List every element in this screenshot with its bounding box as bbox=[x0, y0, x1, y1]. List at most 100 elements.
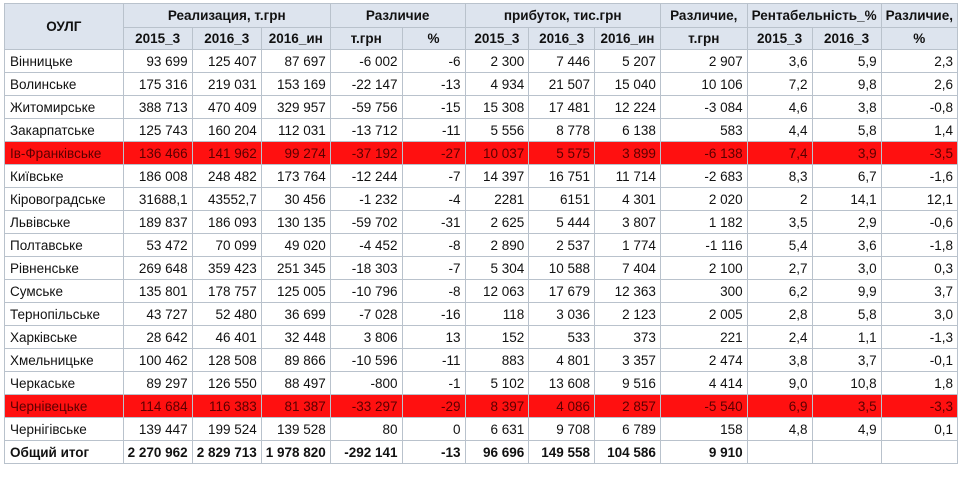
subheader-cell: 2015_3 bbox=[122, 27, 193, 50]
value-cell: 8,3 bbox=[746, 164, 813, 188]
value-cell: 3,5 bbox=[811, 394, 882, 418]
region-name-cell: Тернопільське bbox=[4, 302, 124, 326]
value-cell: -13 bbox=[401, 72, 466, 96]
value-cell: 2 300 bbox=[464, 49, 530, 73]
value-cell: 4 414 bbox=[659, 371, 748, 395]
value-cell: 388 713 bbox=[122, 95, 193, 119]
value-cell: 87 697 bbox=[260, 49, 331, 73]
value-cell: 118 bbox=[464, 302, 530, 326]
value-cell: 135 801 bbox=[122, 279, 193, 303]
value-cell: 4,4 bbox=[746, 118, 813, 142]
value-cell: 4 086 bbox=[528, 394, 596, 418]
value-cell: -59 756 bbox=[329, 95, 403, 119]
value-cell: 100 462 bbox=[122, 348, 193, 372]
value-cell: 883 bbox=[464, 348, 530, 372]
value-cell: 248 482 bbox=[191, 164, 262, 188]
value-cell: -59 702 bbox=[329, 210, 403, 234]
value-cell: 175 316 bbox=[122, 72, 193, 96]
value-cell: -18 303 bbox=[329, 256, 403, 280]
table-row: Волинське 175 316 219 031 153 169 -22 147 -13… bbox=[4, 72, 958, 96]
value-cell: 80 bbox=[329, 417, 403, 441]
value-cell: 9 708 bbox=[528, 417, 596, 441]
value-cell: 10 588 bbox=[528, 256, 596, 280]
value-cell: -8 bbox=[401, 233, 466, 257]
value-cell: -5 540 bbox=[659, 394, 748, 418]
value-cell: -3 084 bbox=[659, 95, 748, 119]
value-cell: -10 796 bbox=[329, 279, 403, 303]
value-cell: -0,6 bbox=[880, 210, 958, 234]
value-cell: 5 556 bbox=[464, 118, 530, 142]
value-cell: 186 008 bbox=[122, 164, 193, 188]
region-name-cell: Харківське bbox=[4, 325, 124, 349]
value-cell: 89 297 bbox=[122, 371, 193, 395]
value-cell: 5,8 bbox=[811, 118, 882, 142]
value-cell: 12 363 bbox=[594, 279, 661, 303]
value-cell: -31 bbox=[401, 210, 466, 234]
subheader-cell: 2016_3 bbox=[528, 27, 596, 50]
value-cell bbox=[811, 440, 882, 464]
value-cell: 300 bbox=[659, 279, 748, 303]
value-cell: 1,1 bbox=[811, 325, 882, 349]
value-cell: 2 829 713 bbox=[191, 440, 262, 464]
value-cell: 219 031 bbox=[191, 72, 262, 96]
value-cell: 5 304 bbox=[464, 256, 530, 280]
value-cell: -33 297 bbox=[329, 394, 403, 418]
value-cell: 178 757 bbox=[191, 279, 262, 303]
subheader-cell: 2016_ин bbox=[260, 27, 331, 50]
value-cell: 5,8 bbox=[811, 302, 882, 326]
value-cell: 373 bbox=[594, 325, 661, 349]
table-row: Чернігівське 139 447 199 524 139 528 80 0 6 63… bbox=[4, 417, 958, 441]
value-cell: -8 bbox=[401, 279, 466, 303]
value-cell: 4,8 bbox=[746, 417, 813, 441]
value-cell: 9 516 bbox=[594, 371, 661, 395]
value-cell: 30 456 bbox=[260, 187, 331, 211]
value-cell: 7,2 bbox=[746, 72, 813, 96]
value-cell: 139 528 bbox=[260, 417, 331, 441]
value-cell: 114 684 bbox=[122, 394, 193, 418]
table-row: Житомирське 388 713 470 409 329 957 -59 756-… bbox=[4, 95, 958, 119]
value-cell: -12 244 bbox=[329, 164, 403, 188]
value-cell: -2 683 bbox=[659, 164, 748, 188]
value-cell: 2 907 bbox=[659, 49, 748, 73]
value-cell: 3,6 bbox=[746, 49, 813, 73]
value-cell bbox=[746, 440, 813, 464]
value-cell: 189 837 bbox=[122, 210, 193, 234]
value-cell: 5 207 bbox=[594, 49, 661, 73]
value-cell: 1,8 bbox=[880, 371, 958, 395]
subheader-cell: 2016_3 bbox=[191, 27, 262, 50]
table-row: Харківське 28 642 46 401 32 448 3 806 13 152 53… bbox=[4, 325, 958, 349]
value-cell: 6,7 bbox=[811, 164, 882, 188]
subheader-cell: т.грн bbox=[329, 27, 403, 50]
value-cell: 2 537 bbox=[528, 233, 596, 257]
value-cell: -6 138 bbox=[659, 141, 748, 165]
value-cell: -1 232 bbox=[329, 187, 403, 211]
value-cell: -7 028 bbox=[329, 302, 403, 326]
value-cell: 128 508 bbox=[191, 348, 262, 372]
value-cell: 4,6 bbox=[746, 95, 813, 119]
value-cell: 3,9 bbox=[811, 141, 882, 165]
header-row-main: ОУЛГ Реализация, т.грн Различие прибуток… bbox=[4, 3, 958, 50]
value-cell: 136 466 bbox=[122, 141, 193, 165]
value-cell: 533 bbox=[528, 325, 596, 349]
value-cell: 116 383 bbox=[191, 394, 262, 418]
value-cell: 186 093 bbox=[191, 210, 262, 234]
value-cell: -27 bbox=[401, 141, 466, 165]
subheader-cell: % bbox=[401, 27, 466, 50]
header-difference-profit: Различие, bbox=[659, 3, 748, 28]
value-cell: 3,0 bbox=[811, 256, 882, 280]
table-row: Кіровоградське 31688,1 43552,7 30 456 -1 232… bbox=[4, 187, 958, 211]
value-cell: 2 625 bbox=[464, 210, 530, 234]
value-cell: 96 696 bbox=[464, 440, 530, 464]
total-row: Общий итог 2 270 962 2 829 713 1 978 820 -29… bbox=[4, 440, 958, 464]
value-cell: 17 481 bbox=[528, 95, 596, 119]
value-cell: 3 899 bbox=[594, 141, 661, 165]
value-cell: 583 bbox=[659, 118, 748, 142]
value-cell: 4 801 bbox=[528, 348, 596, 372]
value-cell: 13 bbox=[401, 325, 466, 349]
value-cell: 9 910 bbox=[659, 440, 748, 464]
table-row: Рівненське 269 648 359 423 251 345 -18 303 -7… bbox=[4, 256, 958, 280]
value-cell: 149 558 bbox=[528, 440, 596, 464]
value-cell: 2 270 962 bbox=[122, 440, 193, 464]
value-cell: 8 397 bbox=[464, 394, 530, 418]
data-table: ОУЛГ Реализация, т.грн Различие прибуток… bbox=[4, 3, 958, 464]
